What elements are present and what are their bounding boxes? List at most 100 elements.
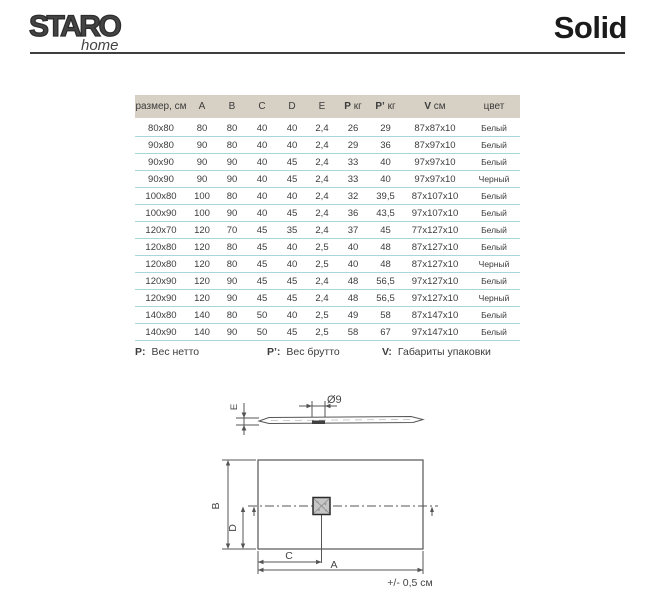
c-dim-label: C	[285, 550, 293, 562]
table-cell: 33	[337, 170, 369, 188]
col-header-label: цвет	[483, 101, 505, 112]
table-cell: Белый	[468, 187, 520, 205]
table-cell: 48	[337, 272, 369, 290]
table-cell: 50	[247, 323, 277, 341]
table-cell: 120	[187, 238, 217, 256]
table-cell: 40	[247, 187, 277, 205]
table-cell: 48	[337, 289, 369, 307]
table-cell: 97x147x10	[402, 323, 468, 341]
legend-item-package-size: V: Габариты упаковки	[382, 346, 491, 358]
table-cell: 58	[337, 323, 369, 341]
table-cell: 45	[247, 272, 277, 290]
table-cell: 90	[217, 153, 247, 171]
table-cell: 56,5	[369, 272, 402, 290]
table-cell: 29	[337, 136, 369, 154]
col-header: цвет	[468, 95, 520, 120]
table-cell: 87x127x10	[402, 255, 468, 273]
table-cell: 90	[217, 272, 247, 290]
table-cell: 90	[217, 204, 247, 222]
table-row: 90x90 90 90 40 45 2,4 33 40 97x97x10 Черный	[135, 170, 520, 188]
header-rule	[30, 52, 625, 54]
table-cell: 43,5	[369, 204, 402, 222]
table-row: 80x80 80 80 40 40 2,4 26 29 87x87x10 Белый	[135, 119, 520, 137]
col-header-label: C	[258, 101, 266, 112]
col-header: D	[277, 95, 307, 120]
table-cell: 87x97x10	[402, 136, 468, 154]
table-cell: 80	[217, 187, 247, 205]
table-cell: 140	[187, 306, 217, 324]
table-cell: 40	[369, 153, 402, 171]
table-cell: 58	[369, 306, 402, 324]
table-cell: 50	[247, 306, 277, 324]
b-arrow-down	[225, 543, 231, 549]
col-header-label: размер, см	[135, 101, 187, 112]
table-cell: 2,4	[307, 136, 337, 154]
table-cell: 36	[337, 204, 369, 222]
table-cell: 90x90	[135, 170, 187, 188]
table-cell: 80	[187, 119, 217, 137]
table-cell: 37	[337, 221, 369, 239]
c-arrow-right	[316, 559, 322, 565]
col-header-bold: P’	[375, 101, 385, 112]
table-cell: 45	[247, 221, 277, 239]
table-cell: 97x97x10	[402, 170, 468, 188]
table-cell: 45	[277, 153, 307, 171]
table-cell: 90	[217, 323, 247, 341]
table-row: 120x90 120 90 45 45 2,4 48 56,5 97x127x10 Черный	[135, 289, 520, 307]
spec-table-wrap: размер, см A B C D E P кг P’ кг V см цвет 80x80 80…	[135, 95, 520, 341]
table-header: размер, см A B C D E P кг P’ кг V см цвет	[135, 95, 520, 120]
table-cell: Белый	[468, 136, 520, 154]
table-cell: 97x127x10	[402, 272, 468, 290]
table-cell: Белый	[468, 238, 520, 256]
table-cell: 40	[247, 204, 277, 222]
table-cell: Белый	[468, 204, 520, 222]
table-cell: Черный	[468, 170, 520, 188]
table-cell: 140	[187, 323, 217, 341]
b-dim-label: B	[210, 502, 222, 509]
table-cell: 40	[277, 187, 307, 205]
table-cell: 2,5	[307, 306, 337, 324]
table-cell: 2,5	[307, 238, 337, 256]
c-arrow-left	[258, 559, 264, 565]
table-cell: 45	[277, 204, 307, 222]
spec-table: размер, см A B C D E P кг P’ кг V см цвет 80x80 80…	[135, 95, 520, 341]
table-cell: 2,5	[307, 255, 337, 273]
table-cell: 45	[277, 323, 307, 341]
table-cell: 67	[369, 323, 402, 341]
e-dim-label: E	[229, 404, 240, 410]
table-cell: 40	[277, 255, 307, 273]
a-dim-label: A	[330, 559, 337, 571]
table-cell: 29	[369, 119, 402, 137]
page-title: Solid	[553, 10, 628, 45]
table-row: 120x80 120 80 45 40 2,5 40 48 87x127x10 Белый	[135, 238, 520, 256]
table-row: 140x90 140 90 50 45 2,5 58 67 97x147x10 Белый	[135, 323, 520, 341]
legend-label-v: V:	[382, 346, 392, 358]
table-row: 100x90 100 90 40 45 2,4 36 43,5 97x107x10 Белый	[135, 204, 520, 222]
col-header-label: A	[198, 101, 206, 112]
table-cell: 90x80	[135, 136, 187, 154]
dia-arrow-right	[306, 403, 312, 409]
table-cell: 2,4	[307, 221, 337, 239]
brand-sub-wordmark: home	[81, 37, 119, 54]
table-header-row: размер, см A B C D E P кг P’ кг V см цвет	[135, 95, 520, 120]
table-cell: 45	[277, 170, 307, 188]
table-cell: 80	[217, 255, 247, 273]
top-view-drawing: B D C A +/- 0,5 см	[210, 459, 438, 589]
table-cell: 90x90	[135, 153, 187, 171]
table-cell: 33	[337, 153, 369, 171]
legend-label-p: P:	[135, 346, 146, 358]
col-header: C	[247, 95, 277, 120]
table-cell: 140x90	[135, 323, 187, 341]
table-cell: 100	[187, 187, 217, 205]
table-cell: 80	[217, 238, 247, 256]
table-cell: 87x127x10	[402, 238, 468, 256]
table-cell: 49	[337, 306, 369, 324]
col-header-label: кг	[350, 101, 362, 112]
table-cell: 80	[217, 306, 247, 324]
table-cell: Белый	[468, 272, 520, 290]
table-cell: 120x80	[135, 238, 187, 256]
table-cell: Белый	[468, 323, 520, 341]
drain-side	[312, 420, 325, 424]
table-cell: 100x80	[135, 187, 187, 205]
